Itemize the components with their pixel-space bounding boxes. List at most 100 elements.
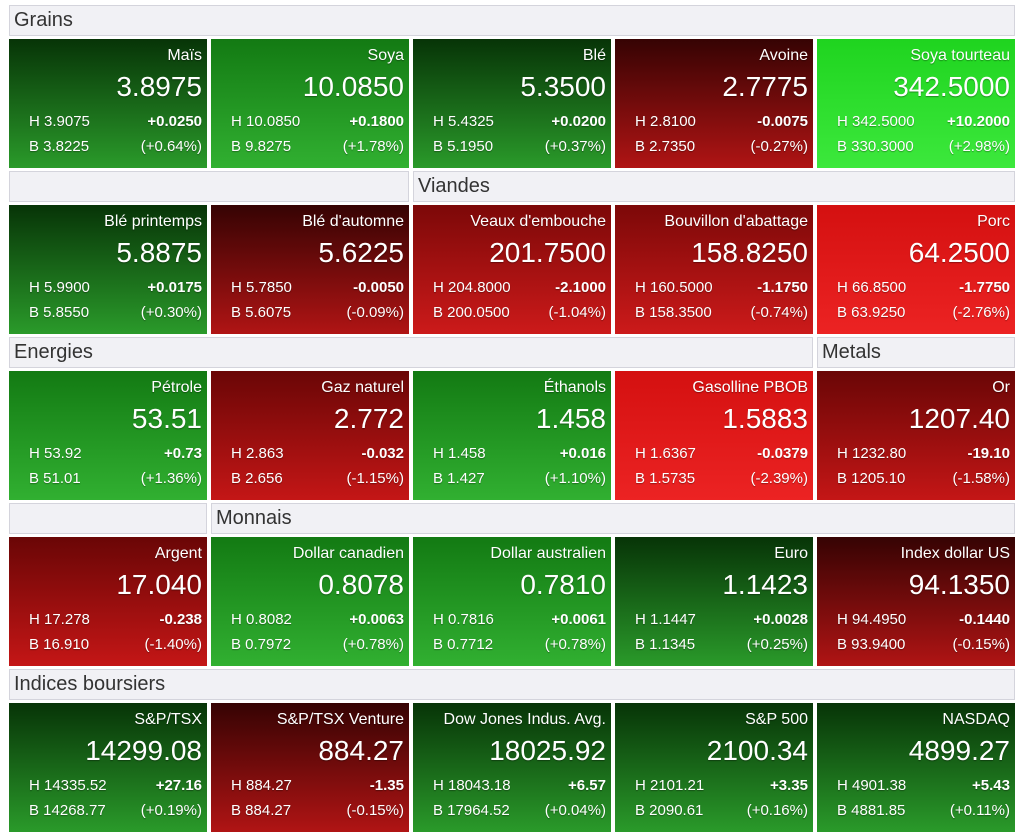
quote-tile: Blé 5.3500 H 5.4325 +0.0200 B 5.1950 (+0.37%) (413, 39, 611, 168)
quote-tile: Porc 64.2500 H 66.8500 -1.7750 B 63.9250 (-2.… (817, 205, 1015, 334)
quote-high: H 1.458 (433, 445, 486, 462)
quote-change: +6.57 (568, 777, 606, 794)
quote-low: B 1.5735 (635, 470, 696, 487)
quote-name: Argent (154, 545, 202, 562)
quote-change: +0.016 (559, 445, 606, 462)
quote-change: +27.16 (155, 777, 202, 794)
quote-high: H 204.8000 (433, 279, 511, 296)
quote-high: H 1232.80 (837, 445, 907, 462)
quote-percent: (-0.09%) (346, 304, 404, 321)
quote-name: Veaux d'embouche (470, 213, 606, 230)
quote-low: B 1.427 (433, 470, 485, 487)
quote-tile: Or 1207.40 H 1232.80 -19.10 B 1205.10 (-1.58%… (817, 371, 1015, 500)
quote-name: Soya (367, 47, 404, 64)
quote-price: 64.2500 (908, 237, 1010, 268)
section-header: Energies (9, 337, 813, 368)
quote-high: H 0.8082 (231, 611, 292, 628)
quote-price: 1.5883 (722, 403, 808, 434)
quote-percent: (-0.27%) (750, 138, 808, 155)
quote-low: B 1.1345 (635, 636, 696, 653)
quote-tile: Éthanols 1.458 H 1.458 +0.016 B 1.427 (+1.10%… (413, 371, 611, 500)
quote-high: H 4901.38 (837, 777, 907, 794)
quote-high: H 10.0850 (231, 113, 301, 130)
quote-low: B 200.0500 (433, 304, 510, 321)
quote-percent: (+0.78%) (544, 636, 606, 653)
quote-tile: Avoine 2.7775 H 2.8100 -0.0075 B 2.7350 (-0.2… (615, 39, 813, 168)
quote-price: 2100.34 (706, 735, 808, 766)
quote-low: B 330.3000 (837, 138, 914, 155)
quote-price: 4899.27 (908, 735, 1010, 766)
quote-change: -0.0050 (353, 279, 404, 296)
quote-price: 5.6225 (318, 237, 404, 268)
quote-low: B 17964.52 (433, 802, 510, 819)
quote-name: Dollar canadien (292, 545, 404, 562)
quote-price: 5.8875 (116, 237, 202, 268)
quote-high: H 2101.21 (635, 777, 705, 794)
quote-low: B 14268.77 (29, 802, 106, 819)
quote-name: Dow Jones Indus. Avg. (443, 711, 606, 728)
quote-change: +0.0250 (147, 113, 202, 130)
quote-tile: NASDAQ 4899.27 H 4901.38 +5.43 B 4881.85 (+0.… (817, 703, 1015, 832)
quote-high: H 14335.52 (29, 777, 107, 794)
quote-low: B 1205.10 (837, 470, 906, 487)
quote-change: +0.0200 (551, 113, 606, 130)
quote-name: Blé (582, 47, 606, 64)
section-header-blank (9, 171, 409, 202)
quote-percent: (-2.76%) (952, 304, 1010, 321)
quote-change: +0.1800 (349, 113, 404, 130)
quote-low: B 2090.61 (635, 802, 704, 819)
quote-price: 94.1350 (908, 569, 1010, 600)
quote-percent: (+0.64%) (140, 138, 202, 155)
quote-price: 342.5000 (893, 71, 1010, 102)
section-header: Metals (817, 337, 1015, 368)
quote-change: -0.0075 (757, 113, 808, 130)
quote-high: H 884.27 (231, 777, 292, 794)
quote-change: +0.0028 (753, 611, 808, 628)
quote-name: Euro (774, 545, 808, 562)
quote-change: +0.0063 (349, 611, 404, 628)
quote-price: 1.1423 (722, 569, 808, 600)
quote-high: H 18043.18 (433, 777, 511, 794)
quote-name: Gasolline PBOB (692, 379, 808, 396)
quote-high: H 160.5000 (635, 279, 713, 296)
quote-change: -1.35 (369, 777, 404, 794)
quote-percent: (+2.98%) (948, 138, 1010, 155)
quote-high: H 53.92 (29, 445, 82, 462)
quote-tile: Euro 1.1423 H 1.1447 +0.0028 B 1.1345 (+0.25%… (615, 537, 813, 666)
quote-change: +5.43 (972, 777, 1010, 794)
quote-low: B 5.1950 (433, 138, 494, 155)
quote-low: B 3.8225 (29, 138, 90, 155)
quote-tile: Maïs 3.8975 H 3.9075 +0.0250 B 3.8225 (+0.64%… (9, 39, 207, 168)
quote-name: NASDAQ (942, 711, 1010, 728)
quote-name: Porc (977, 213, 1010, 230)
quote-price: 0.7810 (520, 569, 606, 600)
quote-low: B 2.656 (231, 470, 283, 487)
quote-high: H 5.4325 (433, 113, 494, 130)
quote-high: H 5.7850 (231, 279, 292, 296)
quote-name: Blé printemps (104, 213, 202, 230)
quote-name: S&P/TSX Venture (276, 711, 404, 728)
quote-change: +10.2000 (947, 113, 1010, 130)
quote-tile: Dollar canadien 0.8078 H 0.8082 +0.0063 B 0.… (211, 537, 409, 666)
quote-name: Avoine (759, 47, 808, 64)
tile-row: Maïs 3.8975 H 3.9075 +0.0250 B 3.8225 (+0.64%… (9, 39, 1015, 168)
quote-change: -2.1000 (555, 279, 606, 296)
section-header: Grains (9, 5, 1015, 36)
quote-name: Or (992, 379, 1010, 396)
quote-price: 2.7775 (722, 71, 808, 102)
quote-tile: Gasolline PBOB 1.5883 H 1.6367 -0.0379 B 1.5… (615, 371, 813, 500)
quote-percent: (-2.39%) (750, 470, 808, 487)
quote-name: Éthanols (543, 379, 606, 396)
quote-low: B 51.01 (29, 470, 81, 487)
quote-low: B 16.910 (29, 636, 90, 653)
quote-low: B 0.7712 (433, 636, 494, 653)
tile-row: S&P/TSX 14299.08 H 14335.52 +27.16 B 14268.7… (9, 703, 1015, 832)
quote-change: -0.0379 (757, 445, 808, 462)
quote-name: Soya tourteau (910, 47, 1010, 64)
quote-change: -0.238 (159, 611, 202, 628)
quote-tile: Veaux d'embouche 201.7500 H 204.8000 -2.100… (413, 205, 611, 334)
quote-percent: (+1.36%) (140, 470, 202, 487)
quote-price: 5.3500 (520, 71, 606, 102)
quote-tile: S&P/TSX Venture 884.27 H 884.27 -1.35 B 884.… (211, 703, 409, 832)
